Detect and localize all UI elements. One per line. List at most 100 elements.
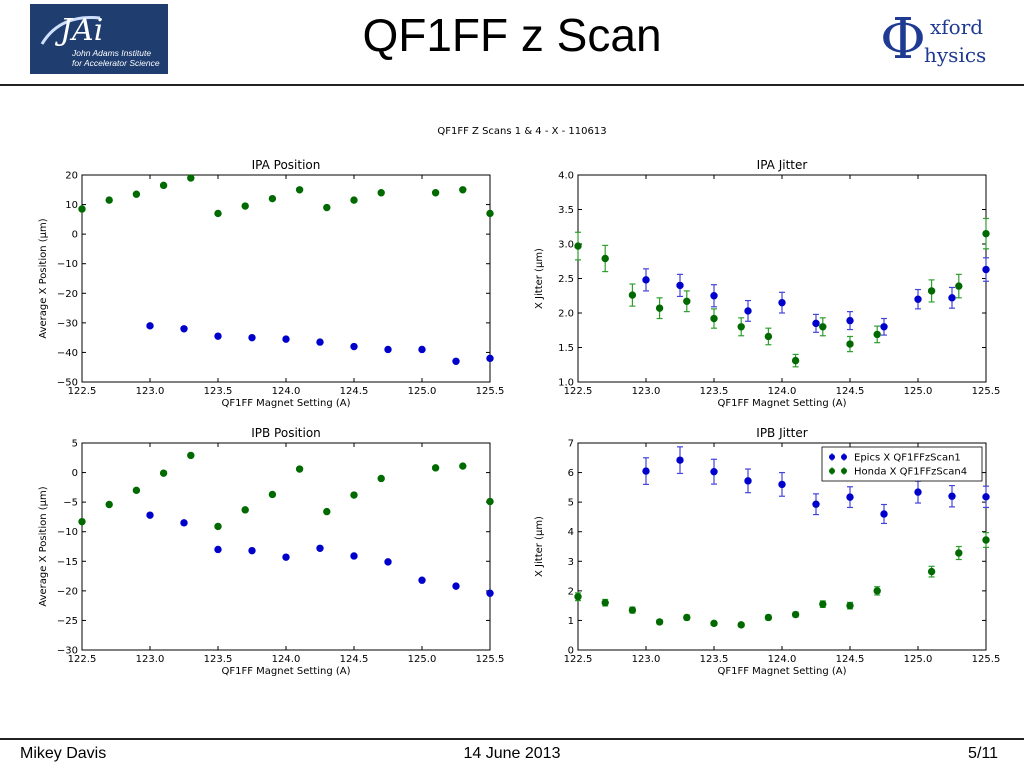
data-point <box>295 186 304 194</box>
y-tick-label: 6 <box>568 468 574 479</box>
data-point <box>846 340 854 348</box>
footer-divider <box>0 738 1024 740</box>
chart-1: IPA Jitter 122.5 123.0 123.5 124.0 124.5 125.0… <box>534 158 1000 409</box>
data-point <box>323 507 331 516</box>
svg-text:JAi: JAi <box>54 13 103 48</box>
y-tick-label: 0 <box>72 230 78 241</box>
data-point <box>459 186 467 194</box>
data-point <box>459 462 467 470</box>
x-tick-label: 123.0 <box>632 386 661 397</box>
data-point <box>642 276 650 284</box>
x-tick-label: 124.0 <box>768 654 797 665</box>
x-tick-label: 122.5 <box>68 386 97 397</box>
data-point <box>982 536 990 544</box>
legend-entry: Honda X QF1FFzScan4 <box>854 467 967 478</box>
data-point <box>132 190 141 198</box>
x-tick-label: 125.5 <box>476 386 505 397</box>
y-tick-label: −30 <box>57 318 78 329</box>
x-tick-label: 123.0 <box>136 386 165 397</box>
y-tick-label: −15 <box>57 557 78 568</box>
oxford-logo-graphic: Φ xford hysics <box>880 7 986 72</box>
data-point <box>764 332 773 341</box>
x-tick-label: 124.0 <box>768 386 797 397</box>
chart-frame <box>577 174 987 383</box>
data-point <box>248 546 256 555</box>
data-point <box>146 511 154 519</box>
y-tick-label: 7 <box>568 439 574 450</box>
jai-logo-line-1: John Adams Institute <box>71 48 151 58</box>
oxford-physics-logo: Φ xford hysics <box>878 2 998 74</box>
y-axis-label: X Jitter (μm) <box>534 248 545 309</box>
data-point <box>241 202 249 210</box>
data-point <box>737 323 745 331</box>
data-point <box>676 281 684 290</box>
y-tick-label: −20 <box>57 586 78 597</box>
plots-group: IPA Position 122.5 123.0 123.5 124.0 124.5 125… <box>38 158 1000 677</box>
y-tick-label: 5 <box>568 498 574 509</box>
data-point <box>180 519 188 527</box>
data-point <box>574 242 582 250</box>
y-tick-label: −25 <box>57 616 78 627</box>
chart-title: IPA Position <box>252 158 321 172</box>
data-point <box>955 549 963 557</box>
x-tick-label: 123.5 <box>700 654 729 665</box>
data-point <box>880 510 888 518</box>
data-point <box>819 600 827 608</box>
data-point <box>105 196 113 204</box>
x-tick-label: 123.5 <box>204 654 233 665</box>
data-point <box>655 304 664 312</box>
y-tick-label: −30 <box>57 646 78 657</box>
y-axis-label: Average X Position (μm) <box>38 486 49 606</box>
data-point <box>710 292 718 300</box>
data-point <box>214 332 222 340</box>
x-tick-label: 125.0 <box>408 654 437 665</box>
data-point <box>914 295 922 303</box>
data-point <box>452 582 460 590</box>
data-point <box>791 610 800 619</box>
data-point <box>873 330 881 339</box>
data-point <box>655 618 664 626</box>
x-axis-label: QF1FF Magnet Setting (A) <box>718 666 847 677</box>
data-point <box>927 567 936 576</box>
data-point <box>486 589 494 597</box>
x-tick-label: 125.5 <box>972 654 1001 665</box>
data-point <box>282 553 290 561</box>
x-axis-label: QF1FF Magnet Setting (A) <box>222 666 351 677</box>
legend-marker <box>829 454 835 460</box>
x-tick-label: 124.0 <box>272 654 301 665</box>
data-point <box>486 209 494 218</box>
data-point <box>214 522 222 531</box>
data-point <box>791 356 800 365</box>
x-tick-label: 125.0 <box>904 386 933 397</box>
data-point <box>812 319 820 328</box>
y-tick-label: 5 <box>72 439 78 450</box>
data-point <box>737 621 745 629</box>
chart-title: IPB Jitter <box>756 426 807 440</box>
data-point <box>846 316 854 325</box>
jai-logo-graphic: JAi John Adams Institute for Accelerator… <box>40 13 160 68</box>
x-tick-label: 125.5 <box>476 654 505 665</box>
data-point <box>282 335 290 343</box>
data-point <box>105 500 113 509</box>
legend-marker <box>841 468 847 474</box>
data-point <box>350 196 358 204</box>
data-point <box>873 587 881 595</box>
data-point <box>982 265 990 274</box>
x-tick-label: 124.5 <box>340 386 369 397</box>
data-point <box>187 451 195 460</box>
data-point <box>948 294 956 302</box>
data-point <box>744 477 752 485</box>
y-tick-label: 4.0 <box>558 171 574 182</box>
data-point <box>350 342 358 351</box>
data-point <box>927 287 936 295</box>
data-point <box>710 619 718 628</box>
x-tick-label: 123.5 <box>204 386 233 397</box>
chart-0: IPA Position 122.5 123.0 123.5 124.0 124.5 125… <box>38 158 504 409</box>
y-axis-label: Average X Position (μm) <box>38 218 49 338</box>
data-point <box>316 338 324 346</box>
data-point <box>214 209 222 218</box>
data-point <box>628 606 637 614</box>
x-tick-label: 122.5 <box>564 654 593 665</box>
data-point <box>764 613 773 622</box>
legend-marker <box>841 454 847 460</box>
